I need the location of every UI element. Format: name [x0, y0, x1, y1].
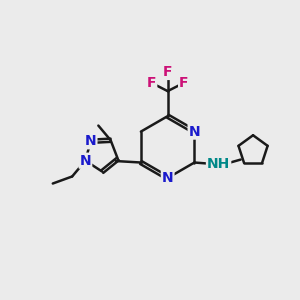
Text: N: N [162, 171, 173, 185]
Text: NH: NH [207, 157, 230, 171]
Text: F: F [147, 76, 156, 90]
Text: F: F [163, 65, 172, 79]
Text: N: N [80, 154, 91, 168]
Text: F: F [179, 76, 189, 90]
Text: N: N [189, 124, 200, 139]
Text: N: N [85, 134, 96, 148]
